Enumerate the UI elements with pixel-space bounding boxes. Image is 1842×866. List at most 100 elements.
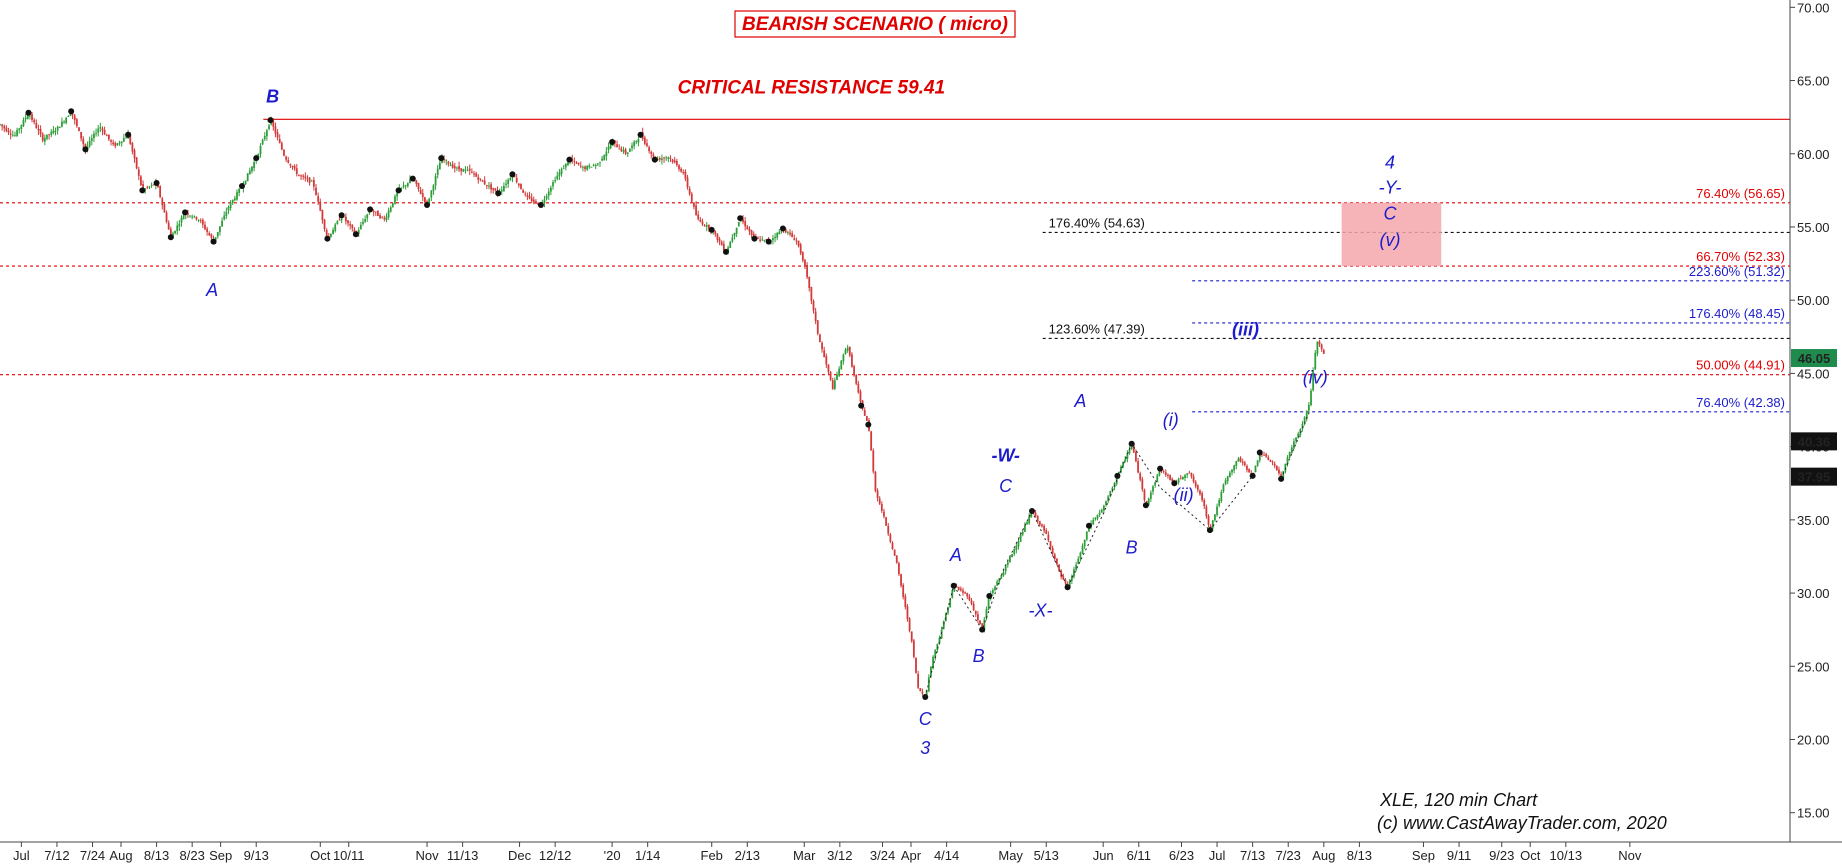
- candle-body: [1164, 472, 1167, 475]
- candle-body: [477, 176, 480, 180]
- candle-body: [577, 162, 580, 165]
- wave-label: (iii): [1232, 319, 1259, 339]
- swing-point: [765, 238, 772, 245]
- swing-point: [167, 234, 174, 241]
- candle-body: [500, 189, 503, 192]
- candle-body: [1162, 470, 1165, 472]
- candle-body: [1207, 516, 1210, 525]
- wave-labels: B A C 3 A B -W- C -X- A B (i) (ii) (iii) (iv) 4 -Y- C (v): [205, 87, 1401, 759]
- candle-body: [1017, 541, 1020, 547]
- candle-body: [1269, 460, 1272, 462]
- candle-body: [93, 133, 95, 139]
- candle-body: [460, 168, 463, 172]
- candle-body: [1271, 462, 1274, 463]
- candle-body: [1299, 429, 1302, 435]
- candle-body: [75, 119, 78, 127]
- candle-body: [287, 160, 290, 163]
- swing-point: [153, 180, 160, 187]
- candle-body: [1237, 458, 1240, 462]
- candle-body: [917, 673, 920, 688]
- candle-body: [921, 691, 924, 694]
- candle-body: [1045, 530, 1048, 535]
- candle-body: [383, 217, 386, 220]
- candle-body: [524, 193, 527, 195]
- candle-body: [673, 160, 676, 163]
- candle-body: [402, 185, 405, 187]
- candle-body: [16, 129, 18, 136]
- candle-body: [846, 347, 849, 351]
- candle-body: [1254, 465, 1257, 473]
- candle-body: [1156, 475, 1159, 483]
- candle-body: [122, 138, 125, 142]
- candle-body: [1307, 404, 1310, 411]
- candle-body: [464, 169, 467, 171]
- candle-body: [944, 613, 947, 622]
- price-flag: [1791, 467, 1837, 486]
- candle-body: [1222, 484, 1225, 492]
- x-tick-label: 8/13: [1347, 848, 1372, 863]
- candle-body: [968, 596, 971, 601]
- candle-body: [291, 165, 294, 168]
- price-flag: [1791, 432, 1837, 451]
- candle-body: [39, 128, 42, 134]
- candle-body: [1124, 459, 1127, 462]
- candle-body: [1120, 466, 1122, 472]
- candle-body: [28, 115, 31, 117]
- candle-body: [293, 166, 296, 169]
- candle-body: [652, 154, 655, 157]
- candle-body: [323, 219, 326, 229]
- candle-body: [936, 643, 939, 650]
- swing-point: [68, 108, 75, 115]
- candle-body: [349, 223, 352, 226]
- candle-body: [233, 198, 236, 201]
- candle-body: [447, 161, 450, 165]
- candle-body: [1100, 509, 1103, 513]
- candle-body: [374, 211, 377, 213]
- candle-body: [870, 431, 873, 451]
- candle-body: [494, 188, 497, 191]
- candle-body: [133, 150, 136, 159]
- candle-body: [624, 149, 627, 154]
- candle-body: [261, 139, 264, 145]
- candle-body: [1171, 478, 1174, 482]
- fib-label: 176.40% (54.63): [1049, 215, 1145, 230]
- candle-body: [229, 202, 232, 209]
- candle-body: [80, 132, 83, 139]
- swing-point: [722, 248, 729, 255]
- swing-point: [986, 592, 993, 599]
- candle-body: [915, 658, 917, 673]
- candle-body: [898, 563, 900, 575]
- candle-body: [628, 149, 631, 152]
- x-tick-label: Aug: [109, 848, 132, 863]
- candle-body: [959, 588, 962, 591]
- swing-point: [609, 139, 616, 146]
- candle-body: [789, 232, 791, 235]
- candle-body: [302, 175, 305, 177]
- swing-point: [1256, 449, 1263, 456]
- candle-body: [225, 211, 228, 217]
- candle-body: [588, 165, 591, 168]
- candle-body: [362, 221, 364, 224]
- candle-body: [902, 584, 905, 597]
- candle-body: [607, 146, 610, 150]
- candle-body: [1049, 541, 1052, 548]
- candle-body: [705, 225, 708, 227]
- candle-body: [1205, 506, 1208, 517]
- candle-body: [1107, 496, 1110, 501]
- candle-body: [199, 220, 202, 222]
- candle-body: [221, 220, 223, 227]
- candle-body: [622, 150, 625, 152]
- candle-body: [829, 371, 832, 380]
- candle-body: [1214, 514, 1216, 521]
- x-tick-label: Mar: [793, 848, 816, 863]
- candle-body: [372, 211, 375, 213]
- candle-body: [930, 666, 932, 677]
- candle-body: [366, 214, 369, 219]
- candle-body: [265, 130, 268, 137]
- wave-label: A: [1073, 391, 1086, 411]
- candle-body: [1132, 443, 1135, 453]
- candle-body: [663, 157, 665, 159]
- candle-body: [1231, 469, 1233, 473]
- candle-body: [859, 391, 862, 402]
- candle-body: [998, 578, 1001, 582]
